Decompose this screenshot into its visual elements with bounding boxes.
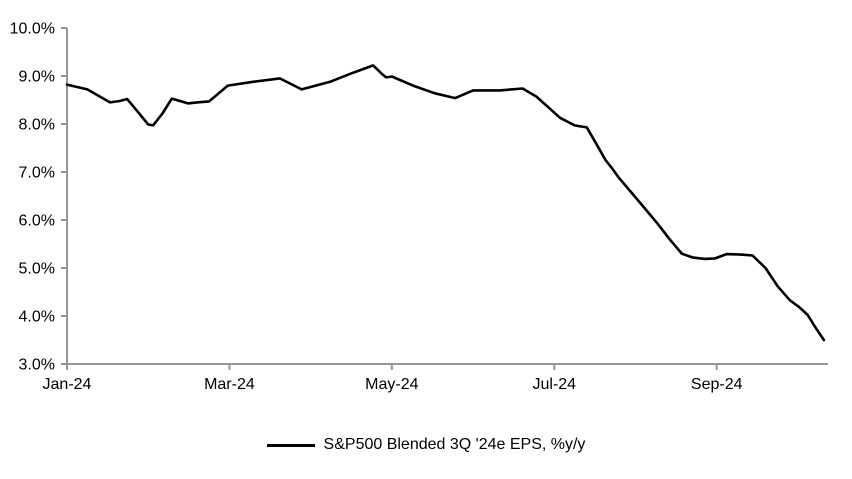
y-tick-label: 8.0% [19,117,55,134]
y-tick-label: 10.0% [10,21,55,38]
x-tick-label: Sep-24 [691,376,743,393]
y-tick-label: 7.0% [19,165,55,182]
y-tick-label: 9.0% [19,69,55,86]
x-tick-label: Jul-24 [533,376,577,393]
y-tick-label: 5.0% [19,261,55,278]
y-tick-label: 4.0% [19,309,55,326]
legend-label: S&P500 Blended 3Q '24e EPS, %y/y [323,436,586,453]
x-tick-label: Jan-24 [43,376,92,393]
eps-series-line [65,64,826,342]
y-tick-label: 6.0% [19,213,55,230]
eps-line-chart: 10.0% 9.0% 8.0% 7.0% 6.0% 5.0% 4.0% 3.0% Jan-24 M… [10,21,828,393]
legend: S&P500 Blended 3Q '24e EPS, %y/y [0,436,852,454]
x-tick-label: Mar-24 [204,376,255,393]
legend-line-sample [266,443,315,447]
x-tick-label: May-24 [365,376,418,393]
y-tick-label: 3.0% [19,357,55,374]
